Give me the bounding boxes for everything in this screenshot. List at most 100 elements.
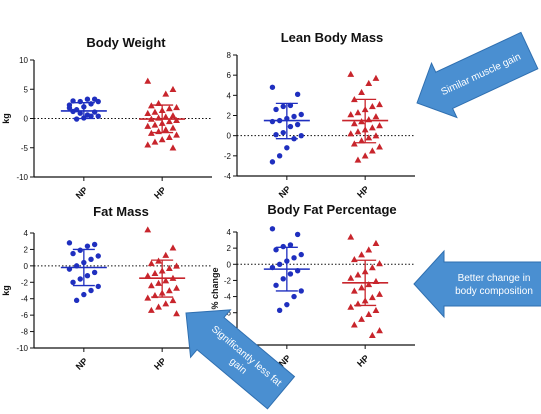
data-point [376, 290, 383, 297]
data-point [269, 226, 276, 232]
data-point [88, 287, 94, 294]
y-tick-label: -10 [16, 173, 28, 182]
data-point [273, 106, 279, 113]
data-point [77, 247, 83, 253]
data-point [291, 293, 297, 300]
data-point [347, 130, 355, 137]
data-point [347, 111, 355, 118]
data-point [368, 293, 376, 301]
data-point [158, 136, 166, 143]
data-point [165, 118, 173, 125]
x-tick-label-np: NP [74, 356, 90, 372]
data-point [376, 122, 383, 129]
chart-panel-3: Fat Mass kg -10 -8 -6 -4 -2 0 2 4 NP HP [1, 204, 212, 372]
data-point [162, 251, 170, 258]
data-point [372, 239, 380, 247]
data-point [294, 121, 301, 128]
data-point [155, 279, 162, 286]
y-tick-label: -2 [224, 276, 232, 285]
data-point [169, 85, 177, 92]
data-point [169, 144, 177, 151]
data-point [291, 255, 297, 261]
data-point [273, 247, 279, 253]
data-point [365, 79, 373, 86]
data-point [361, 152, 369, 159]
data-point [162, 277, 170, 284]
callout-arrow-shape [413, 249, 541, 319]
data-point [350, 321, 358, 328]
y-tick-label: 2 [24, 245, 29, 254]
chart-panel-2: Lean Body Mass -4 -2 0 2 4 6 8 NP HP [224, 30, 415, 200]
data-point [95, 253, 101, 259]
data-point [287, 242, 294, 248]
y-axis-label: kg [1, 285, 11, 296]
data-point [173, 103, 180, 111]
data-point [372, 74, 380, 81]
data-point [91, 269, 98, 276]
data-point [358, 315, 365, 322]
data-point [151, 138, 159, 145]
data-point [169, 244, 177, 251]
data-point [144, 109, 152, 116]
data-point [287, 271, 294, 277]
data-point [88, 101, 94, 107]
data-point [84, 243, 91, 249]
y-tick-label: 2 [227, 244, 232, 253]
chart-panel-1: Body Weight kg -10 -5 0 5 10 NP HP [1, 35, 212, 201]
data-point [350, 140, 358, 147]
data-point [298, 288, 304, 294]
series-hp [342, 70, 389, 163]
y-tick-label: -2 [224, 152, 232, 161]
data-point [276, 153, 283, 159]
data-point [269, 159, 276, 165]
data-point [173, 116, 180, 123]
data-point [162, 300, 170, 307]
data-point [365, 134, 373, 141]
data-point [280, 276, 286, 282]
y-tick-label: 0 [227, 260, 232, 269]
data-point [151, 269, 159, 276]
data-point [173, 284, 180, 291]
y-tick-label: 10 [19, 56, 28, 65]
callout-arrow-2: Better change in body composition [413, 249, 541, 319]
data-point [147, 306, 155, 313]
data-point [347, 233, 355, 240]
data-point [144, 141, 152, 148]
data-point [155, 303, 162, 310]
chart-title: Body Fat Percentage [267, 202, 396, 217]
x-tick-label-np: NP [74, 185, 90, 201]
data-point [66, 105, 73, 111]
data-point [165, 105, 173, 112]
data-point [347, 303, 355, 310]
chart-title: Lean Body Mass [281, 30, 384, 45]
data-point [347, 274, 355, 281]
data-point [354, 271, 362, 278]
data-point [376, 327, 383, 334]
data-point [162, 113, 170, 120]
data-point [372, 113, 380, 120]
data-point [347, 70, 355, 77]
data-point [368, 331, 376, 339]
data-point [91, 241, 98, 248]
data-point [77, 276, 83, 282]
callout-arrow-1: Similar muscle gain [416, 31, 539, 119]
data-point [169, 124, 177, 131]
data-point [365, 310, 373, 318]
callout-arrow-shape [185, 309, 296, 410]
y-tick-label: -6 [21, 311, 29, 320]
series-np [60, 96, 107, 122]
data-point [84, 96, 91, 102]
data-point [354, 128, 362, 135]
y-tick-label: 0 [24, 262, 29, 271]
y-axis-label: kg [1, 113, 11, 124]
x-tick-label-hp: HP [152, 185, 168, 201]
y-tick-label: -4 [21, 295, 29, 304]
data-point [144, 294, 152, 301]
data-point [165, 133, 173, 140]
data-point [66, 240, 73, 246]
data-point [298, 251, 304, 258]
y-tick-label: 0 [227, 132, 232, 141]
data-point [151, 108, 159, 115]
y-axis-label: % change [210, 267, 220, 309]
series-hp [139, 226, 186, 317]
